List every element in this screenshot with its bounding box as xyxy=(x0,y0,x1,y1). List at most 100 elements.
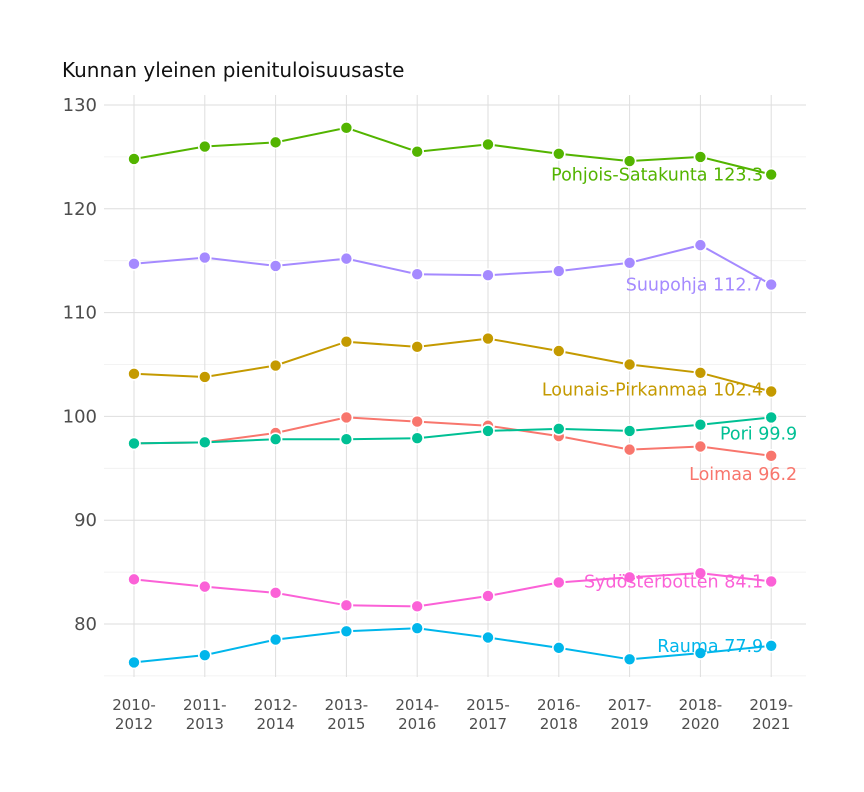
data-point xyxy=(551,422,566,436)
end-labels: Pohjois-Satakunta 123.3 Suupohja 112.7 Lou… xyxy=(542,166,797,657)
data-point xyxy=(410,144,425,159)
data-point xyxy=(127,655,141,670)
x-tick-label-line: 2012 xyxy=(115,715,153,733)
y-axis: 80 90 100 110 120 130 xyxy=(63,95,97,635)
x-tick-label: 2015-2017 xyxy=(466,696,510,733)
x-tick-label-line: 2013- xyxy=(325,696,369,714)
data-point xyxy=(551,344,566,358)
data-point xyxy=(410,267,425,281)
x-tick-label-line: 2012- xyxy=(254,696,298,714)
x-tick-label: 2018-2020 xyxy=(679,696,723,733)
x-tick-label-line: 2019 xyxy=(611,715,649,733)
end-label: Pori 99.9 xyxy=(720,424,797,444)
end-label: Suupohja 112.7 xyxy=(626,276,763,296)
x-tick-label-line: 2021 xyxy=(752,715,790,733)
series-line xyxy=(133,416,772,445)
data-point xyxy=(198,579,212,594)
data-point xyxy=(551,641,566,655)
series-line xyxy=(133,416,772,457)
x-axis: 2010-2012 2011-2013 2012-2014 2013-2015 2014… xyxy=(112,696,793,733)
data-point xyxy=(622,442,637,457)
data-point xyxy=(622,255,637,270)
data-point xyxy=(339,334,354,349)
x-tick-label-line: 2014 xyxy=(257,715,295,733)
data-point xyxy=(339,410,354,425)
data-point xyxy=(339,624,354,639)
data-point xyxy=(622,357,637,372)
data-point xyxy=(551,575,566,590)
end-label: Pohjois-Satakunta 123.3 xyxy=(551,166,763,186)
x-tick-label: 2010-2012 xyxy=(112,696,156,733)
data-point xyxy=(410,414,425,429)
x-tick-label-line: 2019- xyxy=(749,696,793,714)
data-point xyxy=(481,137,495,152)
series-line xyxy=(133,244,772,286)
y-tick-label: 120 xyxy=(63,199,97,220)
data-point xyxy=(198,648,212,662)
series-pori xyxy=(127,410,779,451)
y-tick-label: 80 xyxy=(74,614,97,635)
data-point xyxy=(693,150,708,164)
data-point xyxy=(268,259,283,273)
series-loimaa xyxy=(127,410,779,463)
data-point xyxy=(410,599,425,614)
end-label: Rauma 77.9 xyxy=(657,637,763,657)
data-point xyxy=(198,370,212,384)
data-point xyxy=(764,638,779,653)
data-point xyxy=(198,435,212,450)
data-point xyxy=(268,632,283,647)
series-group xyxy=(127,121,779,670)
data-point xyxy=(198,250,212,265)
data-point xyxy=(127,572,141,587)
x-tick-label: 2012-2014 xyxy=(254,696,298,733)
x-tick-label-line: 2020 xyxy=(681,715,719,733)
x-tick-label-line: 2015- xyxy=(466,696,510,714)
end-label: Loimaa 96.2 xyxy=(689,465,797,485)
x-tick-label: 2014-2016 xyxy=(395,696,439,733)
series-rauma xyxy=(127,621,779,670)
x-tick-label: 2016-2018 xyxy=(537,696,581,733)
x-tick-label-line: 2017 xyxy=(469,715,507,733)
x-tick-label-line: 2011- xyxy=(183,696,227,714)
x-tick-label-line: 2010- xyxy=(112,696,156,714)
x-tick-label: 2019-2021 xyxy=(749,696,793,733)
data-point xyxy=(622,424,637,438)
x-tick-label-line: 2013 xyxy=(186,715,224,733)
data-point xyxy=(127,152,141,166)
data-point xyxy=(481,424,495,438)
series-line xyxy=(133,126,772,176)
series-line xyxy=(133,572,772,608)
data-point xyxy=(410,340,425,354)
data-point xyxy=(693,646,708,660)
data-point xyxy=(693,566,708,580)
data-point xyxy=(764,277,779,292)
data-point xyxy=(764,384,779,399)
data-point xyxy=(410,621,425,635)
data-point xyxy=(693,417,708,432)
x-tick-label-line: 2018- xyxy=(679,696,723,714)
data-point xyxy=(339,121,354,135)
data-point xyxy=(481,630,495,645)
series-lounais-pirkanmaa xyxy=(127,331,779,399)
x-tick-label: 2017-2019 xyxy=(608,696,652,733)
data-point xyxy=(764,574,779,589)
data-point xyxy=(764,410,779,425)
end-label: Sydösterbotten 84.1 xyxy=(584,572,763,592)
y-tick-label: 110 xyxy=(63,303,97,324)
data-point xyxy=(339,598,354,613)
data-point xyxy=(339,251,354,266)
data-point xyxy=(693,366,708,380)
data-point xyxy=(481,268,495,283)
data-point xyxy=(339,432,354,447)
data-point xyxy=(551,146,566,161)
data-point xyxy=(693,238,708,252)
x-tick-label-line: 2016- xyxy=(537,696,581,714)
series-syd-sterbotten xyxy=(127,566,779,614)
data-point xyxy=(410,431,425,445)
data-point xyxy=(764,167,779,182)
data-point xyxy=(481,331,495,346)
x-tick-label-line: 2018 xyxy=(540,715,578,733)
x-tick-label-line: 2014- xyxy=(395,696,439,714)
data-point xyxy=(693,439,708,454)
